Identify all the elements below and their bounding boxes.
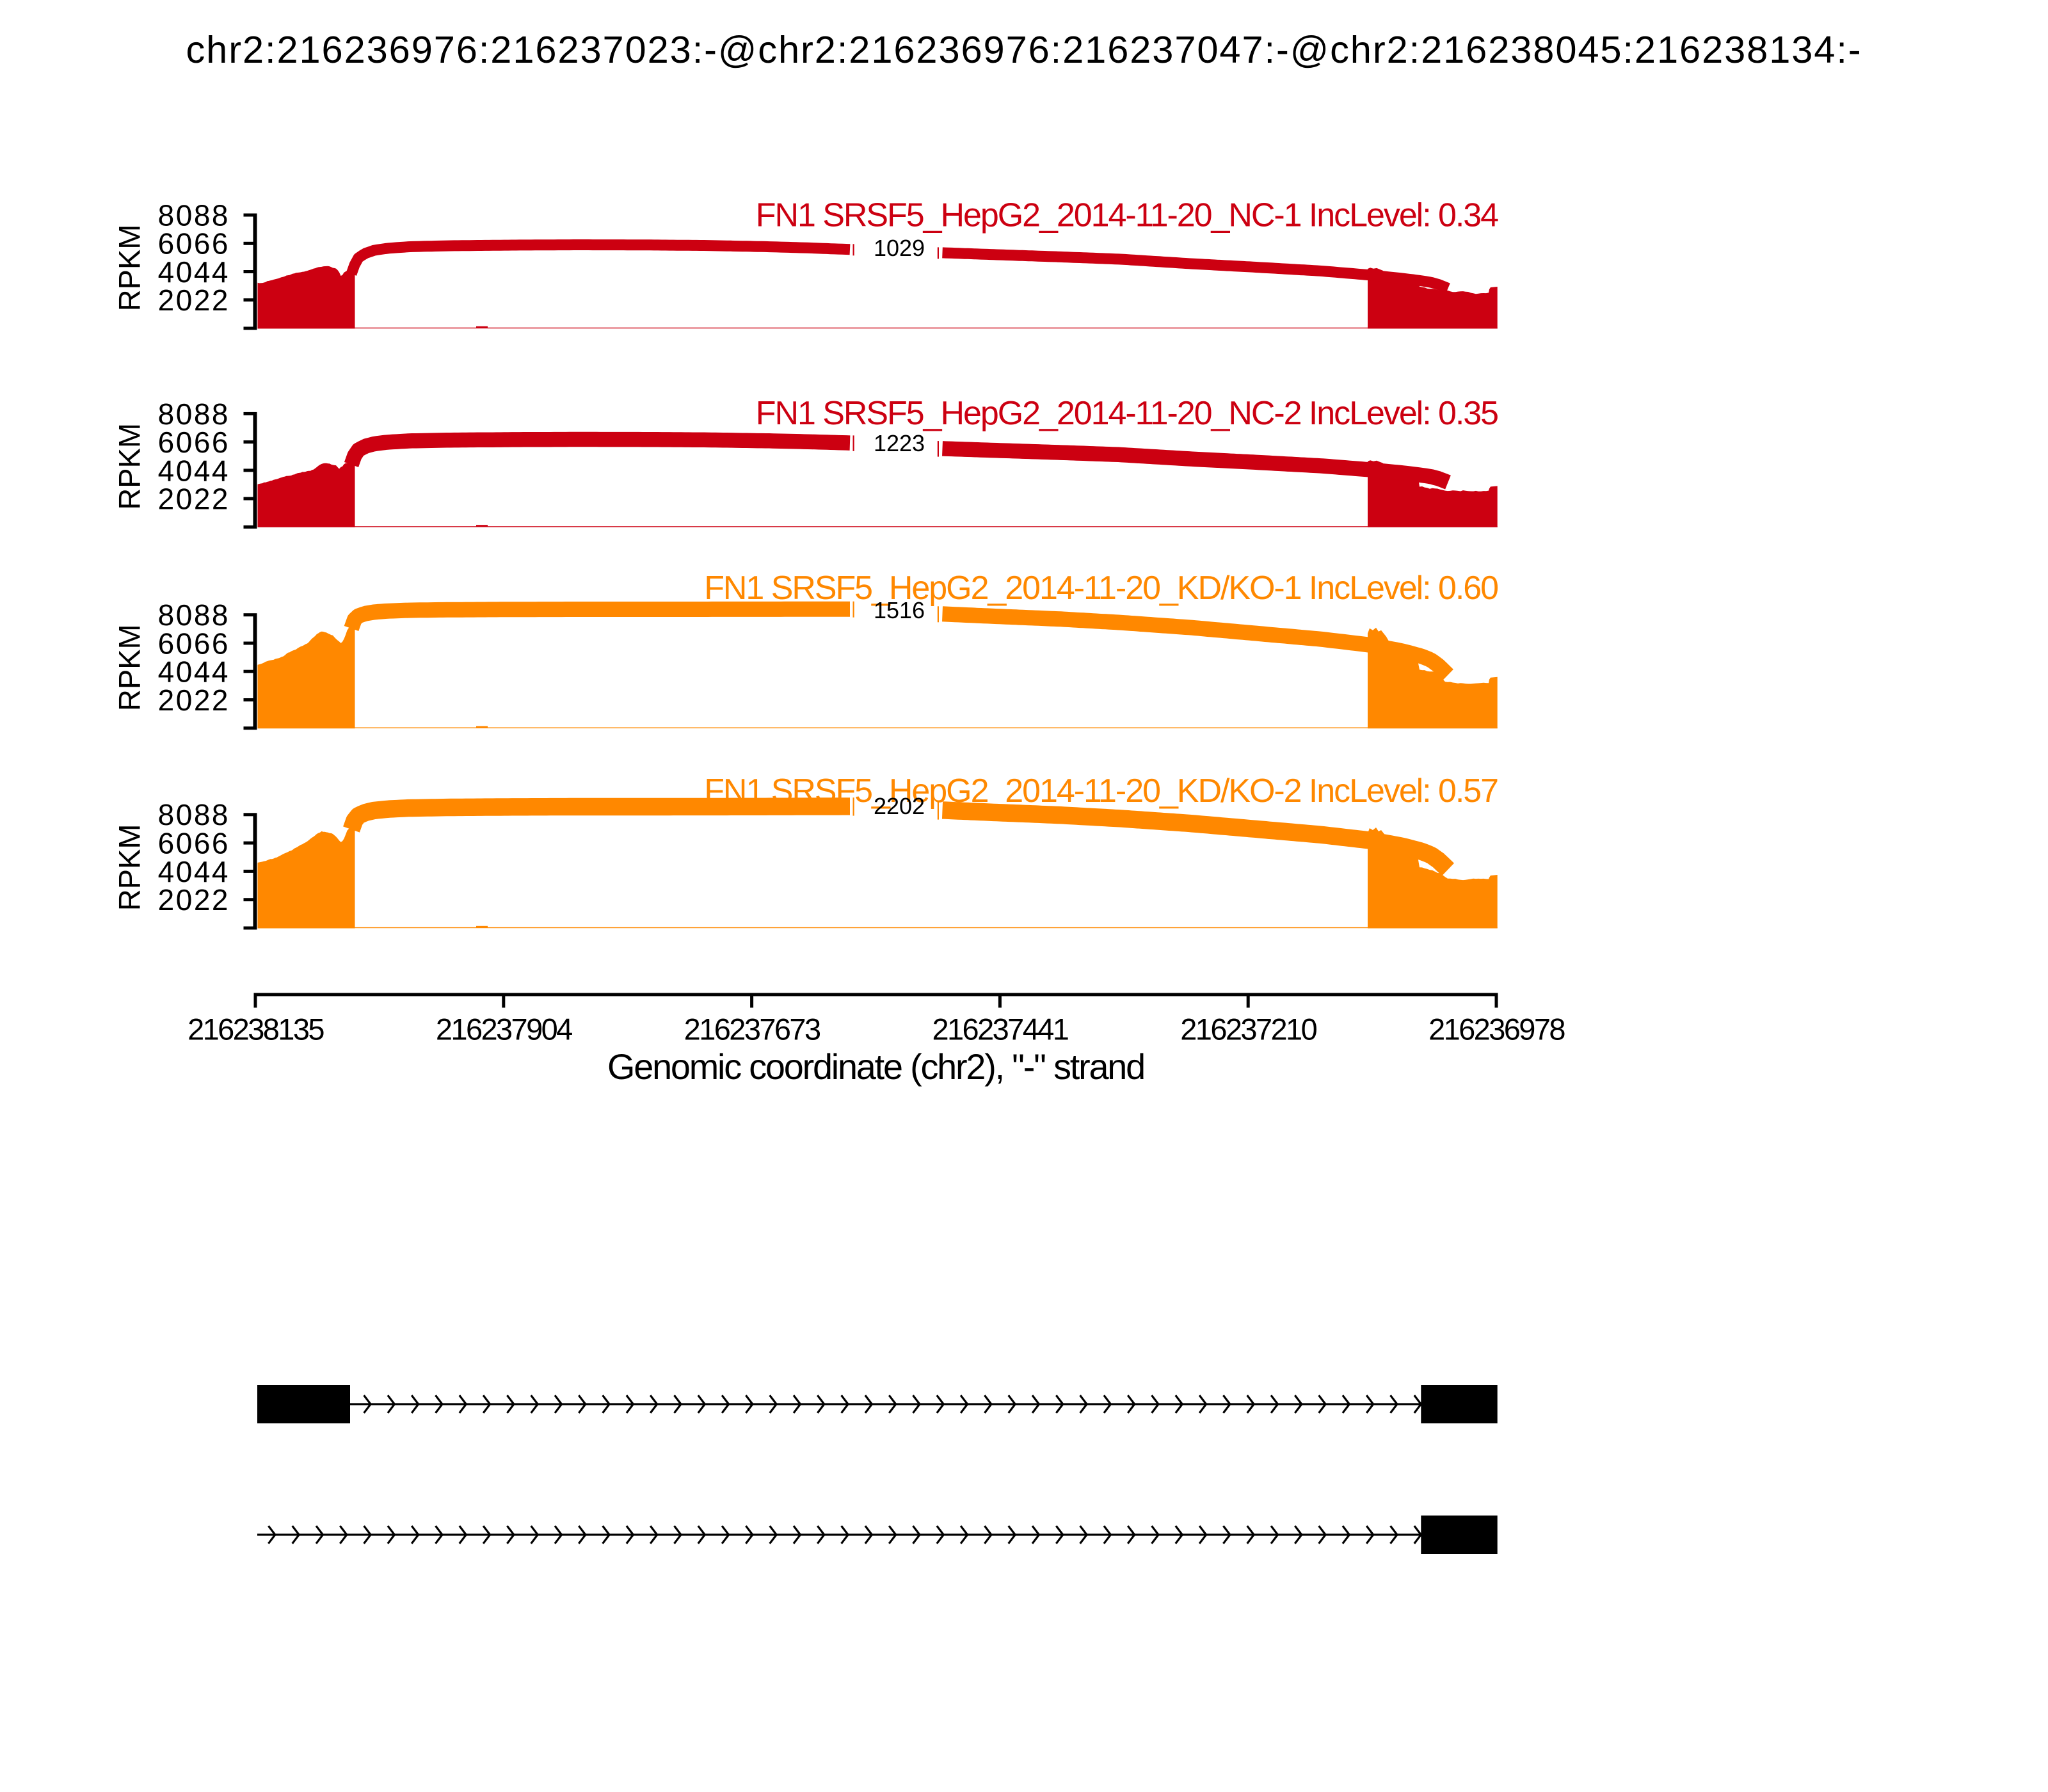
svg-text:216237904: 216237904 bbox=[436, 1012, 572, 1046]
svg-text:FN1 SRSF5_HepG2_2014-11-20_KD/: FN1 SRSF5_HepG2_2014-11-20_KD/KO-2 IncLe… bbox=[704, 772, 1498, 810]
svg-text:2022: 2022 bbox=[158, 483, 230, 516]
svg-text:8088: 8088 bbox=[158, 397, 230, 431]
svg-text:6066: 6066 bbox=[158, 227, 230, 260]
svg-text:1029: 1029 bbox=[874, 235, 925, 261]
svg-text:216238135: 216238135 bbox=[188, 1012, 324, 1046]
svg-text:RPKM: RPKM bbox=[113, 225, 147, 312]
svg-text:216237441: 216237441 bbox=[932, 1012, 1068, 1046]
svg-text:6066: 6066 bbox=[158, 426, 230, 459]
svg-text:2022: 2022 bbox=[158, 883, 230, 916]
svg-text:RPKM: RPKM bbox=[113, 824, 147, 911]
svg-text:RPKM: RPKM bbox=[113, 624, 147, 711]
svg-text:6066: 6066 bbox=[158, 827, 230, 860]
svg-text:FN1 SRSF5_HepG2_2014-11-20_NC-: FN1 SRSF5_HepG2_2014-11-20_NC-2 IncLevel… bbox=[756, 395, 1498, 432]
svg-text:4044: 4044 bbox=[158, 454, 230, 487]
svg-text:216237673: 216237673 bbox=[684, 1012, 820, 1046]
svg-text:FN1 SRSF5_HepG2_2014-11-20_KD/: FN1 SRSF5_HepG2_2014-11-20_KD/KO-1 IncLe… bbox=[704, 570, 1498, 607]
svg-text:4044: 4044 bbox=[158, 255, 230, 289]
svg-text:6066: 6066 bbox=[158, 627, 230, 660]
svg-text:216236978: 216236978 bbox=[1428, 1012, 1565, 1046]
svg-text:8088: 8088 bbox=[158, 798, 230, 831]
svg-text:2022: 2022 bbox=[158, 684, 230, 717]
svg-text:RPKM: RPKM bbox=[113, 423, 147, 510]
svg-text:FN1 SRSF5_HepG2_2014-11-20_NC-: FN1 SRSF5_HepG2_2014-11-20_NC-1 IncLevel… bbox=[756, 197, 1498, 234]
svg-text:Genomic coordinate (chr2), "-": Genomic coordinate (chr2), "-" strand bbox=[607, 1046, 1144, 1087]
svg-text:chr2:216236976:216237023:-@chr: chr2:216236976:216237023:-@chr2:21623697… bbox=[186, 28, 1862, 71]
svg-text:1223: 1223 bbox=[874, 430, 925, 456]
svg-text:4044: 4044 bbox=[158, 655, 230, 689]
svg-text:2202: 2202 bbox=[874, 793, 925, 819]
svg-text:8088: 8088 bbox=[158, 198, 230, 232]
svg-text:1516: 1516 bbox=[874, 597, 925, 623]
svg-text:216237210: 216237210 bbox=[1180, 1012, 1316, 1046]
svg-text:8088: 8088 bbox=[158, 598, 230, 632]
svg-text:2022: 2022 bbox=[158, 284, 230, 317]
svg-text:4044: 4044 bbox=[158, 855, 230, 888]
